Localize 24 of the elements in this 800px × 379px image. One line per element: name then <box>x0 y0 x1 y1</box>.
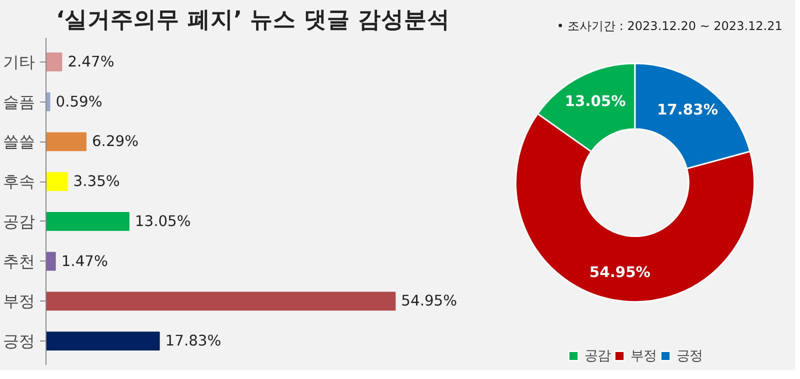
y-tick-label: 쓸쓸 <box>3 132 35 152</box>
legend-label: 긍정 <box>676 348 702 365</box>
data-label: 1.47% <box>61 252 108 270</box>
data-label: 54.95% <box>401 292 458 310</box>
y-tick-label: 기타 <box>3 52 35 72</box>
y-tick-label: 공감 <box>3 212 35 231</box>
data-label: 13.05% <box>564 93 626 110</box>
data-label: 0.59% <box>56 93 102 110</box>
data-label: 13.05% <box>134 212 191 230</box>
legend-label: 공감 <box>584 348 610 365</box>
data-label: 17.83% <box>656 102 718 119</box>
y-tick-label: 긍정 <box>3 332 35 351</box>
data-label: 17.83% <box>165 332 222 350</box>
y-tick-label: 후속 <box>3 172 35 192</box>
text: • 조사기간 : 2023.12.20 ~ 2023.12.21 <box>556 19 782 33</box>
chart-title: ‘실거주의무 폐지’ 뉴스 댓글 감성분석 <box>56 7 450 33</box>
data-label: 6.29% <box>92 133 139 150</box>
legend-label: 부정 <box>630 348 656 365</box>
y-tick-label: 추천 <box>3 252 35 271</box>
data-label: 2.47% <box>68 53 114 70</box>
data-label: 3.35% <box>73 173 120 190</box>
y-tick-label: 부정 <box>3 292 35 311</box>
data-label: 54.95% <box>589 264 651 281</box>
y-tick-label: 슬픔 <box>3 92 35 112</box>
